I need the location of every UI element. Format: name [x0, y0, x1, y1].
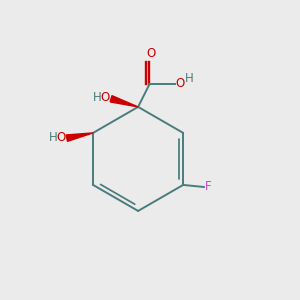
Polygon shape	[110, 96, 138, 107]
Text: O: O	[100, 91, 110, 104]
Text: O: O	[176, 77, 185, 90]
Text: H: H	[49, 131, 57, 144]
Text: O: O	[56, 131, 65, 144]
Text: H: H	[185, 73, 194, 85]
Polygon shape	[66, 133, 93, 141]
Text: H: H	[93, 91, 102, 104]
Text: F: F	[205, 181, 212, 194]
Text: O: O	[147, 46, 156, 60]
